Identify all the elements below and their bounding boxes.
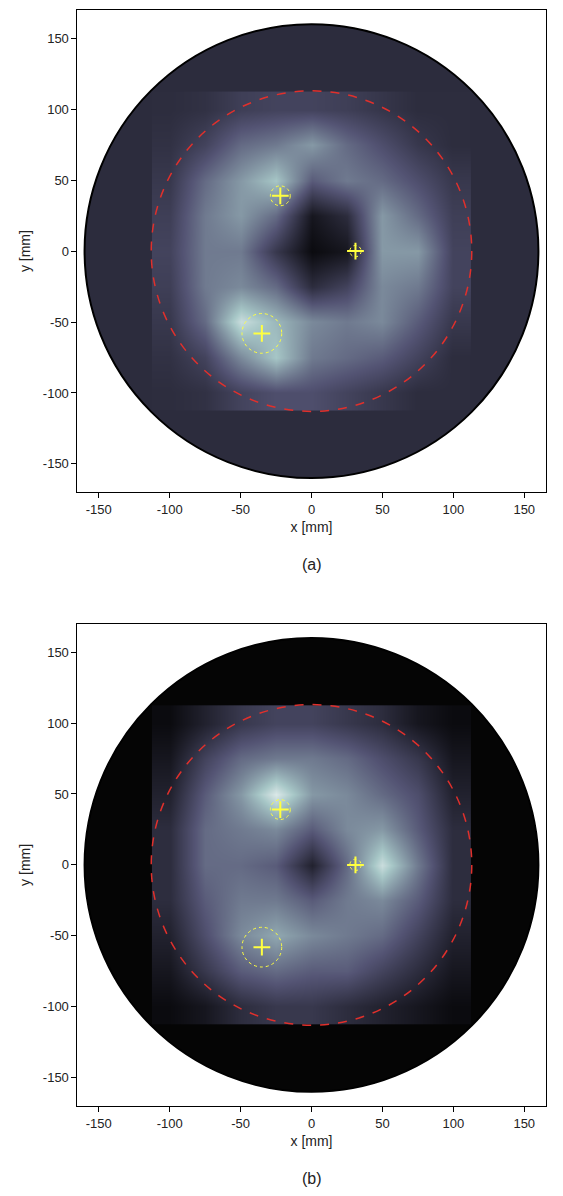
svg-text:(b): (b) xyxy=(302,1170,322,1187)
svg-text:50: 50 xyxy=(375,1116,389,1131)
svg-text:-100: -100 xyxy=(157,1116,183,1131)
svg-text:-50: -50 xyxy=(50,315,69,330)
svg-text:0: 0 xyxy=(308,1116,315,1131)
svg-text:-150: -150 xyxy=(86,1116,112,1131)
svg-text:y [mm]: y [mm] xyxy=(17,230,33,272)
svg-text:-50: -50 xyxy=(231,502,250,517)
svg-text:-150: -150 xyxy=(86,502,112,517)
svg-text:150: 150 xyxy=(513,1116,535,1131)
svg-text:0: 0 xyxy=(62,857,69,872)
svg-text:150: 150 xyxy=(47,31,69,46)
svg-text:50: 50 xyxy=(375,502,389,517)
svg-text:100: 100 xyxy=(442,1116,464,1131)
svg-text:100: 100 xyxy=(442,502,464,517)
svg-text:0: 0 xyxy=(308,502,315,517)
svg-text:-50: -50 xyxy=(231,1116,250,1131)
svg-text:-100: -100 xyxy=(157,502,183,517)
svg-text:100: 100 xyxy=(47,716,69,731)
svg-text:-100: -100 xyxy=(43,386,69,401)
svg-text:(a): (a) xyxy=(302,556,322,573)
svg-text:150: 150 xyxy=(513,502,535,517)
svg-text:-150: -150 xyxy=(43,456,69,471)
svg-text:x [mm]: x [mm] xyxy=(291,519,333,535)
svg-text:y [mm]: y [mm] xyxy=(17,844,33,886)
svg-text:-100: -100 xyxy=(43,999,69,1014)
svg-text:0: 0 xyxy=(62,244,69,259)
svg-text:150: 150 xyxy=(47,645,69,660)
svg-text:-150: -150 xyxy=(43,1070,69,1085)
svg-text:100: 100 xyxy=(47,102,69,117)
svg-text:50: 50 xyxy=(54,173,68,188)
svg-text:-50: -50 xyxy=(50,928,69,943)
svg-text:x [mm]: x [mm] xyxy=(291,1133,333,1149)
svg-text:50: 50 xyxy=(54,787,68,802)
